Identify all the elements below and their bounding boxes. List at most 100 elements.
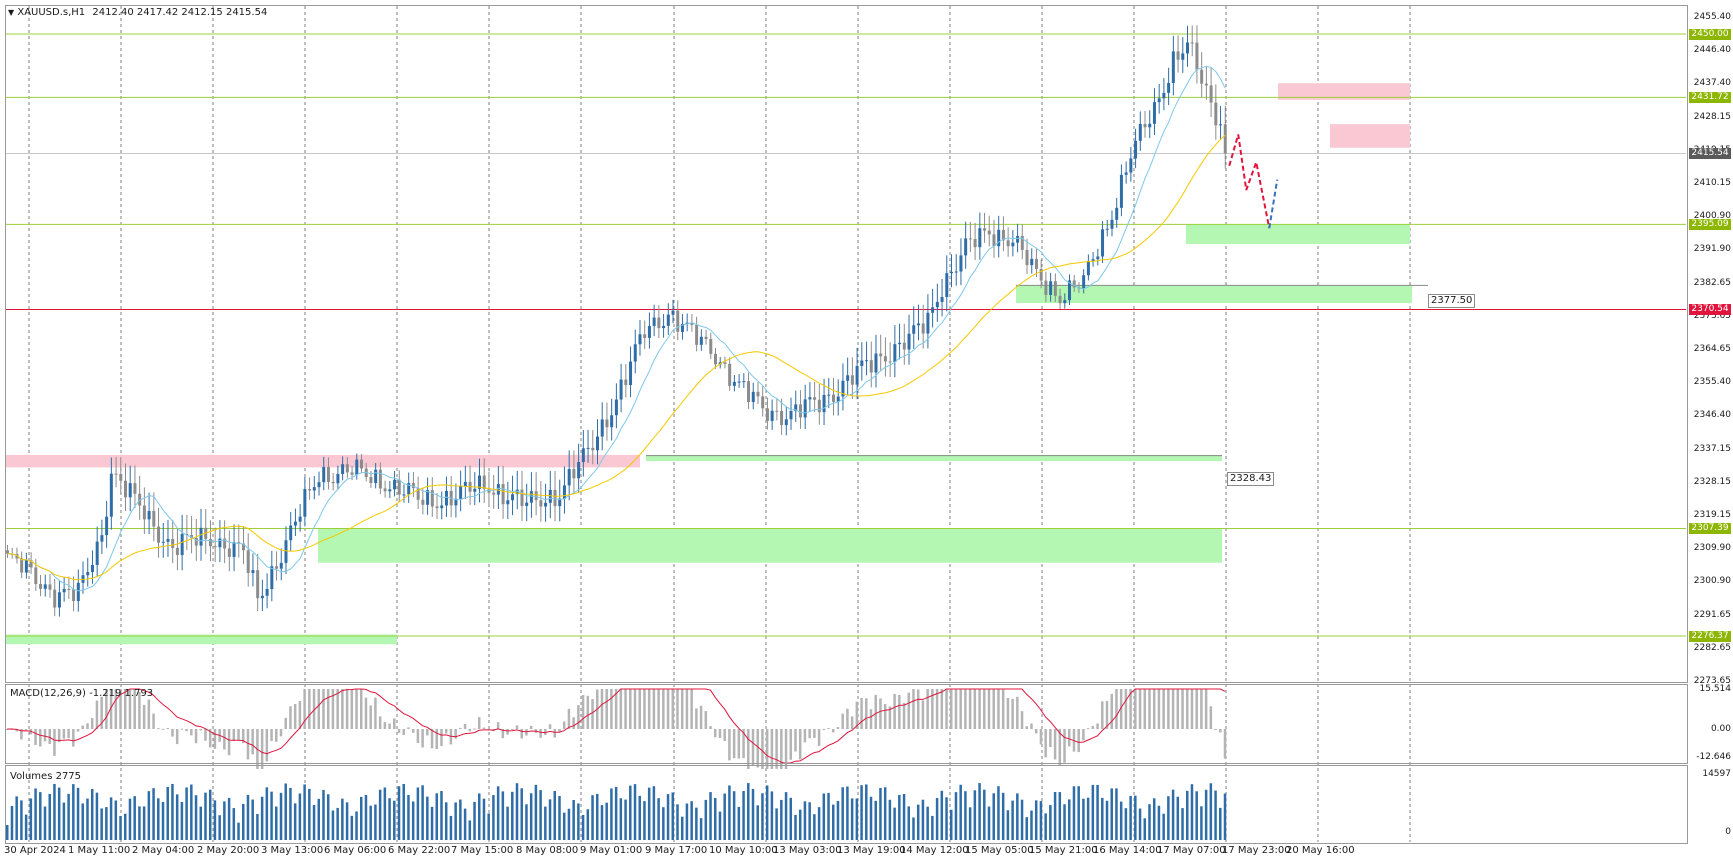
- candle-body: [341, 464, 345, 475]
- volume-bar: [832, 804, 835, 840]
- macd-histogram-bar: [501, 729, 505, 739]
- candle-body: [1053, 281, 1057, 296]
- symbol-menu-icon[interactable]: ▼: [8, 8, 15, 17]
- candle-body: [218, 538, 222, 548]
- macd-histogram-bar: [402, 729, 405, 735]
- volume-bar: [393, 800, 396, 840]
- macd-histogram-bar: [676, 689, 679, 729]
- volume-bar: [227, 797, 231, 840]
- time-tick-label: 9 May 01:00: [580, 845, 643, 856]
- macd-histogram-bar: [1181, 689, 1184, 729]
- candle-body: [695, 324, 699, 345]
- candle-body: [511, 494, 515, 501]
- macd-histogram-bar: [1016, 696, 1019, 729]
- volume-bar: [1034, 800, 1038, 840]
- time-tick-label: 17 May 07:00: [1157, 845, 1226, 856]
- macd-histogram-bar: [1143, 689, 1147, 729]
- volume-bar: [411, 801, 415, 840]
- volume-bar: [789, 797, 793, 840]
- volume-bar: [1119, 801, 1123, 840]
- macd-histogram-bar: [364, 697, 368, 729]
- macd-histogram-bar: [916, 689, 920, 729]
- candle-body: [572, 469, 576, 479]
- price-tick-label: 2428.15: [1693, 111, 1731, 122]
- volume-bar: [1101, 797, 1104, 840]
- volume-bar: [223, 801, 226, 840]
- volume-bar: [322, 789, 325, 840]
- macd-histogram-bar: [1134, 689, 1137, 729]
- candle-body: [1157, 98, 1161, 103]
- candle-body: [190, 534, 194, 538]
- macd-histogram-bar: [756, 729, 759, 768]
- price-tick-label: 2373.65: [1693, 310, 1731, 321]
- price-level-tag: 2415.54: [1689, 147, 1731, 159]
- volume-bar: [685, 803, 689, 840]
- candle-body: [865, 360, 869, 362]
- candle-body: [303, 489, 307, 517]
- volume-bar: [331, 810, 335, 840]
- macd-histogram-bar: [544, 729, 547, 735]
- macd-histogram-bar: [90, 718, 94, 729]
- macd-histogram-bar: [1058, 729, 1062, 766]
- macd-histogram-bar: [232, 729, 236, 741]
- candle-body: [704, 336, 708, 340]
- volume-bar: [902, 794, 906, 840]
- volume-bar: [695, 807, 698, 840]
- volume-bar: [865, 784, 868, 840]
- macd-pane[interactable]: [5, 684, 1688, 764]
- macd-histogram-bar: [1115, 689, 1118, 729]
- macd-histogram-bar: [1068, 729, 1071, 747]
- macd-histogram-bar: [704, 711, 708, 729]
- volume-bar: [402, 783, 405, 840]
- volume-bar: [1167, 796, 1170, 840]
- volumes-pane[interactable]: [5, 765, 1688, 844]
- macd-histogram-bar: [459, 727, 462, 729]
- macd-scale-top: 15.514: [1699, 684, 1732, 694]
- volume-bar: [317, 798, 321, 840]
- candle-body: [614, 399, 618, 416]
- candle-body: [832, 394, 835, 402]
- candle-body: [6, 550, 9, 554]
- candle-body: [39, 584, 43, 589]
- macd-histogram-bar: [1171, 689, 1175, 729]
- chart-header: ▼ XAUUSD.s,H1 2412.40 2417.42 2412.15 24…: [8, 7, 267, 18]
- macd-histogram-bar: [303, 689, 306, 729]
- volume-bar: [699, 818, 703, 840]
- candle-body: [921, 323, 925, 334]
- candle-body: [544, 502, 548, 507]
- macd-histogram-bar: [350, 689, 354, 729]
- support-zone: [1186, 223, 1410, 245]
- volume-bar: [360, 796, 363, 840]
- volume-bar: [492, 795, 495, 840]
- candle-body: [435, 506, 439, 509]
- macd-histogram-bar: [331, 689, 335, 729]
- candle-body: [983, 228, 987, 231]
- volume-bar: [926, 806, 929, 840]
- candle-body: [90, 564, 94, 573]
- volume-bar: [374, 804, 377, 840]
- macd-histogram-bar: [893, 693, 896, 729]
- price-pane[interactable]: [5, 5, 1688, 683]
- price-tick-label: 2355.40: [1693, 377, 1731, 388]
- volume-bar: [562, 812, 566, 840]
- macd-histogram-bar: [1082, 729, 1085, 741]
- volume-bar: [53, 783, 56, 840]
- volume-bar: [62, 802, 66, 840]
- macd-histogram-bar: [817, 729, 821, 746]
- candle-body: [473, 488, 477, 492]
- candle-body: [1138, 123, 1142, 141]
- macd-histogram-bar: [959, 689, 962, 729]
- forecast-up-path: [1268, 179, 1279, 229]
- macd-histogram-bar: [341, 689, 344, 729]
- volume-bar: [407, 795, 410, 840]
- candle-body: [256, 570, 260, 599]
- macd-histogram-bar: [57, 729, 61, 743]
- macd-histogram-bar: [312, 689, 316, 729]
- volume-bar: [1162, 813, 1165, 840]
- volume-bar: [289, 787, 292, 840]
- candle-body: [29, 560, 33, 568]
- fast-moving-average: [7, 65, 1226, 592]
- macd-histogram-bar: [902, 702, 906, 729]
- volumes-title: Volumes 2775: [10, 771, 82, 782]
